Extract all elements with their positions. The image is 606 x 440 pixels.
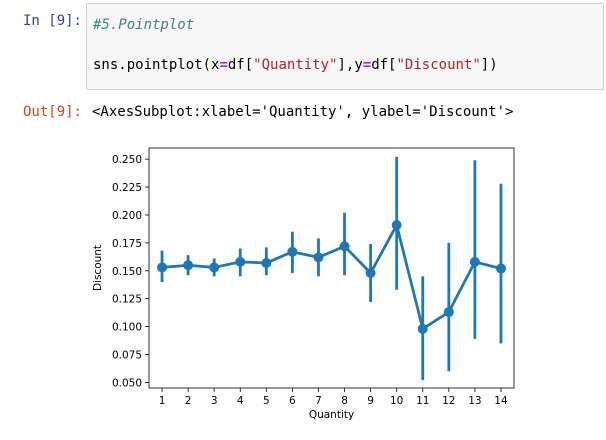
x-tick-label: 14 (494, 395, 508, 407)
y-axis-label: Discount (92, 245, 104, 291)
x-tick-label: 9 (367, 395, 374, 407)
y-tick-label: 0.175 (112, 238, 142, 250)
output-prompt: Out[9]: (22, 104, 82, 120)
x-tick-label: 11 (416, 395, 429, 407)
x-tick-label: 10 (390, 395, 403, 407)
code-token: sns.pointplot(x (93, 57, 220, 73)
y-tick-label: 0.125 (112, 294, 142, 306)
code-comment: #5.Pointplot (93, 17, 195, 33)
y-tick-label: 0.075 (112, 350, 142, 362)
data-point (365, 268, 376, 279)
data-point (443, 307, 454, 318)
data-point (261, 257, 272, 268)
data-point (183, 260, 194, 271)
x-tick-label: 8 (341, 395, 348, 407)
data-point (391, 220, 402, 231)
x-tick-label: 1 (159, 395, 166, 407)
y-tick-label: 0.100 (112, 322, 142, 334)
code-operator: = (219, 57, 228, 73)
x-tick-label: 5 (263, 395, 270, 407)
data-point (235, 256, 246, 267)
x-tick-label: 13 (468, 395, 481, 407)
y-tick-label: 0.250 (112, 154, 142, 166)
code-token: df[ (227, 57, 254, 73)
data-point (209, 262, 220, 273)
data-point (157, 262, 168, 273)
y-tick-label: 0.150 (112, 266, 142, 278)
code-string: "Discount" (396, 57, 481, 73)
data-point (313, 252, 324, 263)
code-string: "Quantity" (253, 57, 338, 73)
x-tick-label: 7 (315, 395, 322, 407)
input-prompt: In [9]: (22, 13, 82, 29)
code-line: sns.pointplot(x=df["Quantity"],y=df["Dis… (93, 57, 498, 73)
x-tick-label: 12 (442, 395, 455, 407)
plot-frame (148, 147, 515, 389)
x-tick-label: 2 (185, 395, 192, 407)
y-tick-label: 0.200 (112, 210, 142, 222)
data-point (287, 246, 298, 257)
data-point (339, 241, 350, 252)
code-input-area[interactable]: #5.Pointplot sns.pointplot(x=df["Quantit… (86, 3, 604, 90)
y-tick-label: 0.225 (112, 182, 142, 194)
pointplot-chart: 0.050 0.075 0.100 0.125 0.150 0.175 0.200 0.225… (92, 147, 515, 421)
x-tick-label: 6 (289, 395, 296, 407)
code-token: ]) (480, 57, 498, 73)
x-axis-label: Quantity (309, 409, 354, 421)
data-point (495, 263, 506, 274)
output-text: <AxesSubplot:xlabel='Quantity', ylabel='… (92, 104, 514, 120)
data-point (417, 323, 428, 334)
data-point (469, 256, 480, 267)
x-tick-label: 3 (211, 395, 218, 407)
code-operator: = (362, 57, 372, 73)
code-token: df[ (371, 57, 397, 73)
y-tick-label: 0.050 (112, 377, 142, 389)
x-tick-label: 4 (237, 395, 244, 407)
code-token: ],y (337, 57, 363, 73)
